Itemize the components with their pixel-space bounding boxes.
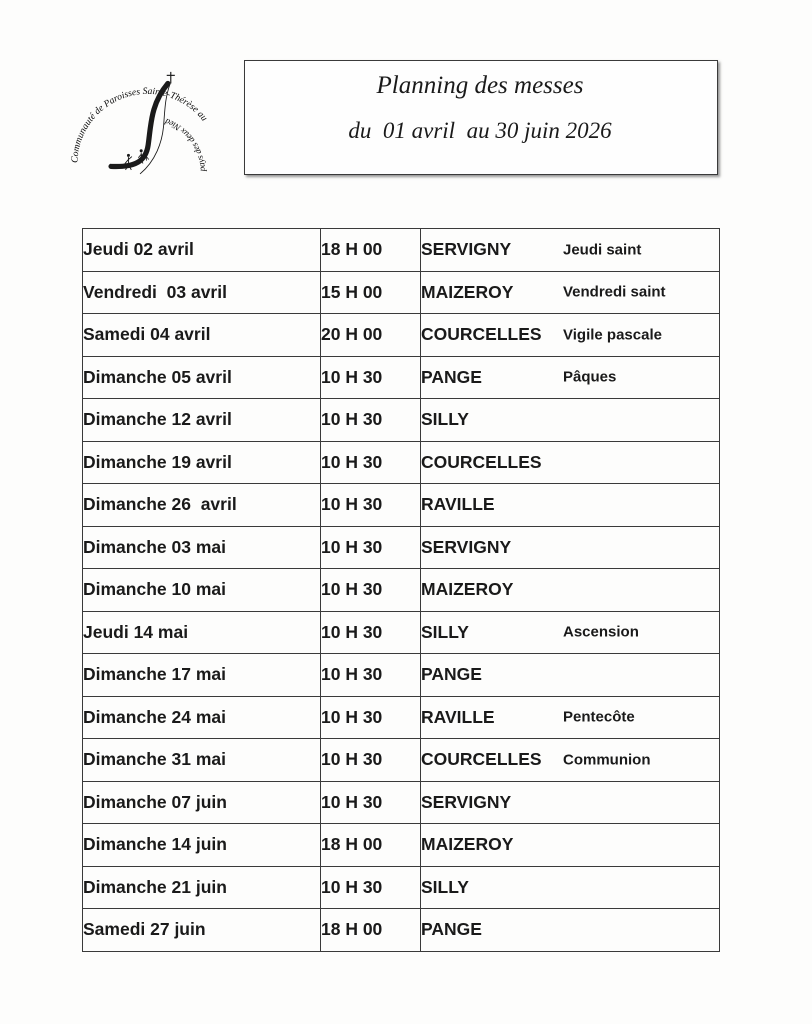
svg-text:pays des deux Nied: pays des deux Nied [163, 116, 207, 172]
svg-text:Communauté de Paroisses Sainte: Communauté de Paroisses Sainte-Thérèse a… [69, 86, 209, 163]
